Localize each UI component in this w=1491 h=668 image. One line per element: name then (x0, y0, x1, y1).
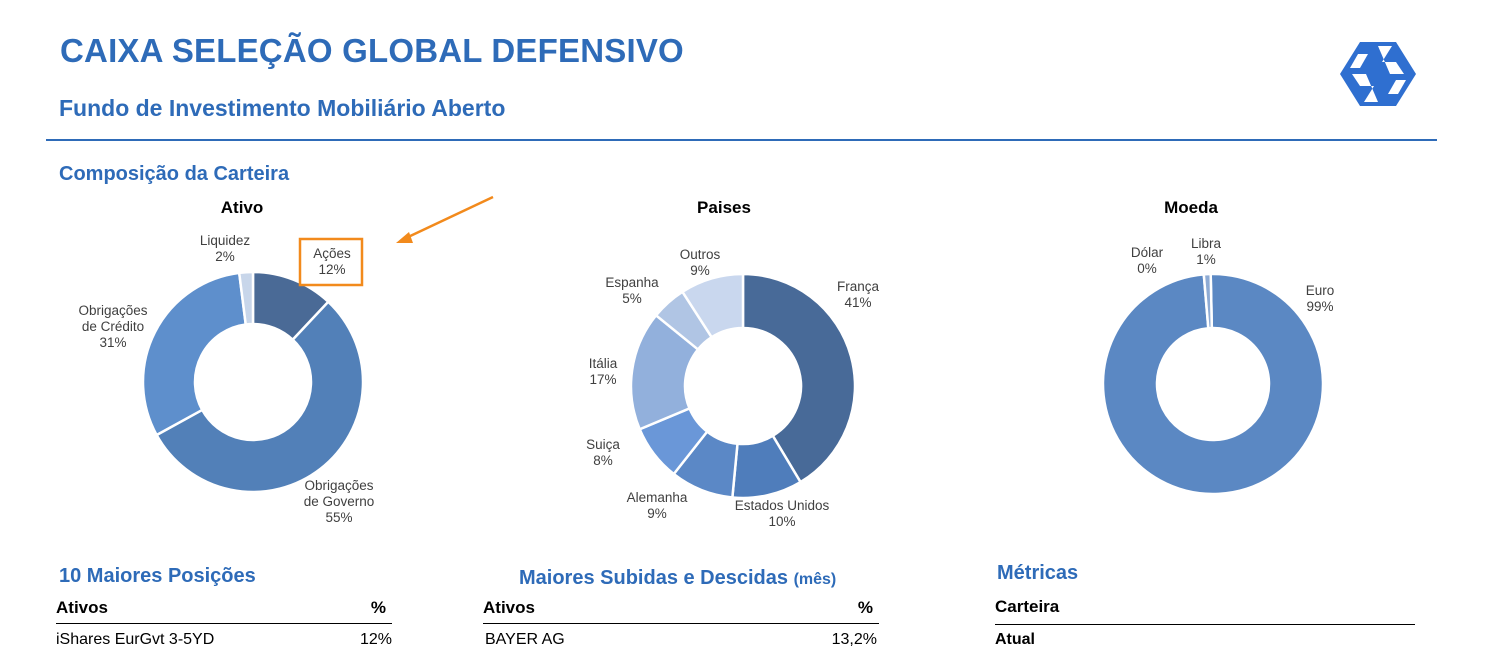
data-label-espanha: Espanha 5% (605, 275, 659, 306)
row-current-label: Atual (995, 631, 1035, 648)
slice-obrigacoes-de-credito (141, 271, 248, 437)
table-divider (995, 624, 1415, 625)
chart-title-ativo: Ativo (221, 198, 264, 217)
table-row: iShares EurGvt 3-5YD 12% (56, 631, 392, 649)
col-portfolio-header: Carteira (995, 597, 1060, 616)
table-header: Ativos % (483, 598, 879, 618)
data-label-libra: Libra 1% (1191, 236, 1222, 267)
chart-title-moeda: Moeda (1164, 198, 1218, 217)
annotation-arrow-line (405, 195, 494, 240)
movers-title: Maiores Subidas e Descidas (mês) (519, 567, 836, 590)
slice-obrigacoes-de-governo (154, 300, 365, 494)
data-label-obrigacoes-de-credito: Obrigações de Crédito 31% (78, 303, 147, 350)
movers-table: Ativos % BAYER AG 13,2% (483, 598, 879, 668)
col-asset-header: Ativos (56, 598, 108, 617)
metrics-row-current: Atual (995, 631, 1415, 649)
slice-franca (741, 272, 857, 484)
highlight-box (298, 237, 364, 287)
row-pct: 12% (359, 631, 392, 648)
row-asset: iShares EurGvt 3-5YD (56, 631, 215, 648)
cgd-logo-icon (1340, 42, 1416, 106)
header-divider (46, 139, 1437, 141)
slice-liquidez (237, 270, 255, 326)
table-divider (56, 623, 392, 624)
row-pct: 13,2% (831, 631, 877, 648)
data-label-outros: Outros 9% (680, 247, 721, 278)
data-label-estados-unidos: Estados Unidos 10% (735, 498, 830, 529)
slice-euro (1101, 272, 1325, 496)
page-subtitle: Fundo de Investimento Mobiliário Aberto (59, 95, 506, 121)
page-title: CAIXA SELEÇÃO GLOBAL DEFENSIVO (60, 32, 684, 69)
row-asset: BAYER AG (485, 631, 565, 648)
metrics-title: Métricas (997, 562, 1079, 584)
table-row: BAYER AG 13,2% (483, 631, 879, 649)
data-label-euro: Euro 99% (1306, 283, 1335, 314)
data-label-acoes: Ações 12% (313, 246, 351, 277)
data-label-obrigacoes-de-governo: Obrigações de Governo 55% (304, 478, 375, 525)
top-positions-title: 10 Maiores Posições (59, 565, 256, 587)
movers-title-suffix: (mês) (793, 571, 837, 588)
annotation-arrow-head (396, 232, 413, 243)
table-header: Ativos % (56, 598, 392, 618)
data-label-suica: Suiça 8% (586, 437, 620, 468)
col-asset-header: Ativos (483, 598, 535, 617)
data-label-franca: França 41% (837, 279, 880, 310)
slice-libra (1202, 272, 1214, 330)
col-pct-header: % (370, 598, 386, 617)
data-label-italia: Itália 17% (589, 356, 618, 387)
col-pct-header: % (857, 598, 873, 617)
movers-title-text: Maiores Subidas e Descidas (519, 567, 789, 589)
table-divider (483, 623, 879, 624)
top-positions-table: Ativos % iShares EurGvt 3-5YD 12% (56, 598, 392, 668)
metrics-header: Carteira (995, 597, 1415, 617)
chart-title-paises: Paises (697, 198, 751, 217)
data-label-dolar: Dólar 0% (1131, 245, 1164, 276)
composition-section-title: Composição da Carteira (59, 163, 290, 185)
metrics-table: Carteira Atual (995, 597, 1415, 668)
slice-outros (680, 272, 745, 339)
data-label-liquidez: Liquidez 2% (200, 233, 251, 264)
data-label-alemanha: Alemanha 9% (627, 490, 688, 521)
